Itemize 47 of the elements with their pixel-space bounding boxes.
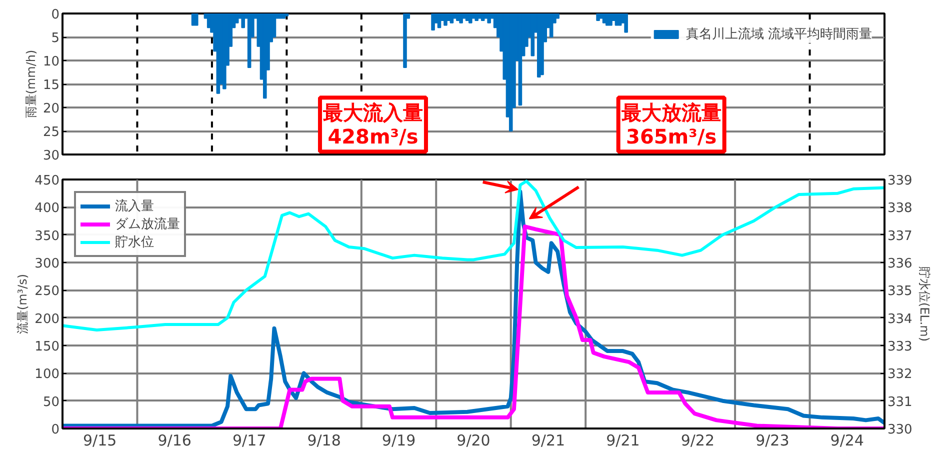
- y-tick-label: 20: [42, 102, 60, 116]
- legend-label: 貯水位: [115, 234, 154, 251]
- y-tick-label: 0: [51, 422, 60, 438]
- y-tick-label: 100: [34, 367, 60, 382]
- y2-axis-title: 貯水位(EL.m): [917, 266, 932, 342]
- y2-tick-label: 335: [888, 284, 912, 300]
- legend-label: 真名川上流域 流域平均時間雨量: [686, 26, 872, 43]
- y-tick-label: 350: [34, 228, 60, 244]
- y-tick-label: 300: [34, 256, 60, 272]
- annotation: 最大放流量 365m³/s: [620, 100, 722, 149]
- y2-tick-label: 338: [888, 201, 912, 216]
- y-tick-label: 5: [51, 31, 60, 46]
- y-tick-label: 200: [34, 312, 60, 327]
- x-tick-label: 9/16: [158, 432, 192, 450]
- annotation: 最大流入量 428m³/s: [322, 100, 423, 149]
- y-tick-label: 400: [34, 201, 60, 216]
- y-tick-label: 0: [51, 8, 60, 22]
- legend-label: 流入量: [115, 198, 154, 215]
- x-tick-label: 9/17: [232, 432, 266, 450]
- y2-tick-label: 331: [888, 394, 912, 410]
- x-tick-label: 9/15: [83, 432, 117, 450]
- y2-tick-label: 339: [888, 174, 912, 188]
- y-tick-label: 15: [42, 78, 60, 93]
- y-axis-title: 雨量(mm/h): [24, 50, 38, 118]
- x-tick-label: 9/24: [830, 432, 864, 450]
- x-tick-label: 9/19: [382, 432, 416, 450]
- x-tick-label: 9/22: [680, 432, 715, 450]
- y-tick-label: 250: [34, 284, 60, 300]
- x-tick-label: 9/23: [756, 432, 790, 450]
- legend-label: ダム放流量: [115, 216, 180, 233]
- y2-tick-label: 330: [888, 422, 912, 438]
- x-tick-label: 9/21: [531, 432, 566, 450]
- y-tick-label: 30: [42, 148, 60, 164]
- y2-tick-label: 333: [888, 340, 912, 354]
- y-tick-label: 50: [42, 394, 60, 410]
- y-tick-label: 10: [42, 54, 60, 70]
- x-tick-label: 9/21: [606, 432, 640, 450]
- y-tick-label: 450: [34, 174, 60, 188]
- y-tick-label: 25: [42, 125, 60, 140]
- y2-tick-label: 336: [888, 256, 912, 272]
- x-tick-label: 9/18: [307, 432, 341, 450]
- y2-tick-label: 337: [888, 228, 912, 244]
- x-tick-label: 9/20: [456, 432, 490, 450]
- y-axis-title: 流量(m³/s): [16, 274, 30, 334]
- y-tick-label: 150: [34, 340, 60, 354]
- y2-tick-label: 332: [888, 367, 912, 382]
- y2-tick-label: 334: [888, 312, 912, 327]
